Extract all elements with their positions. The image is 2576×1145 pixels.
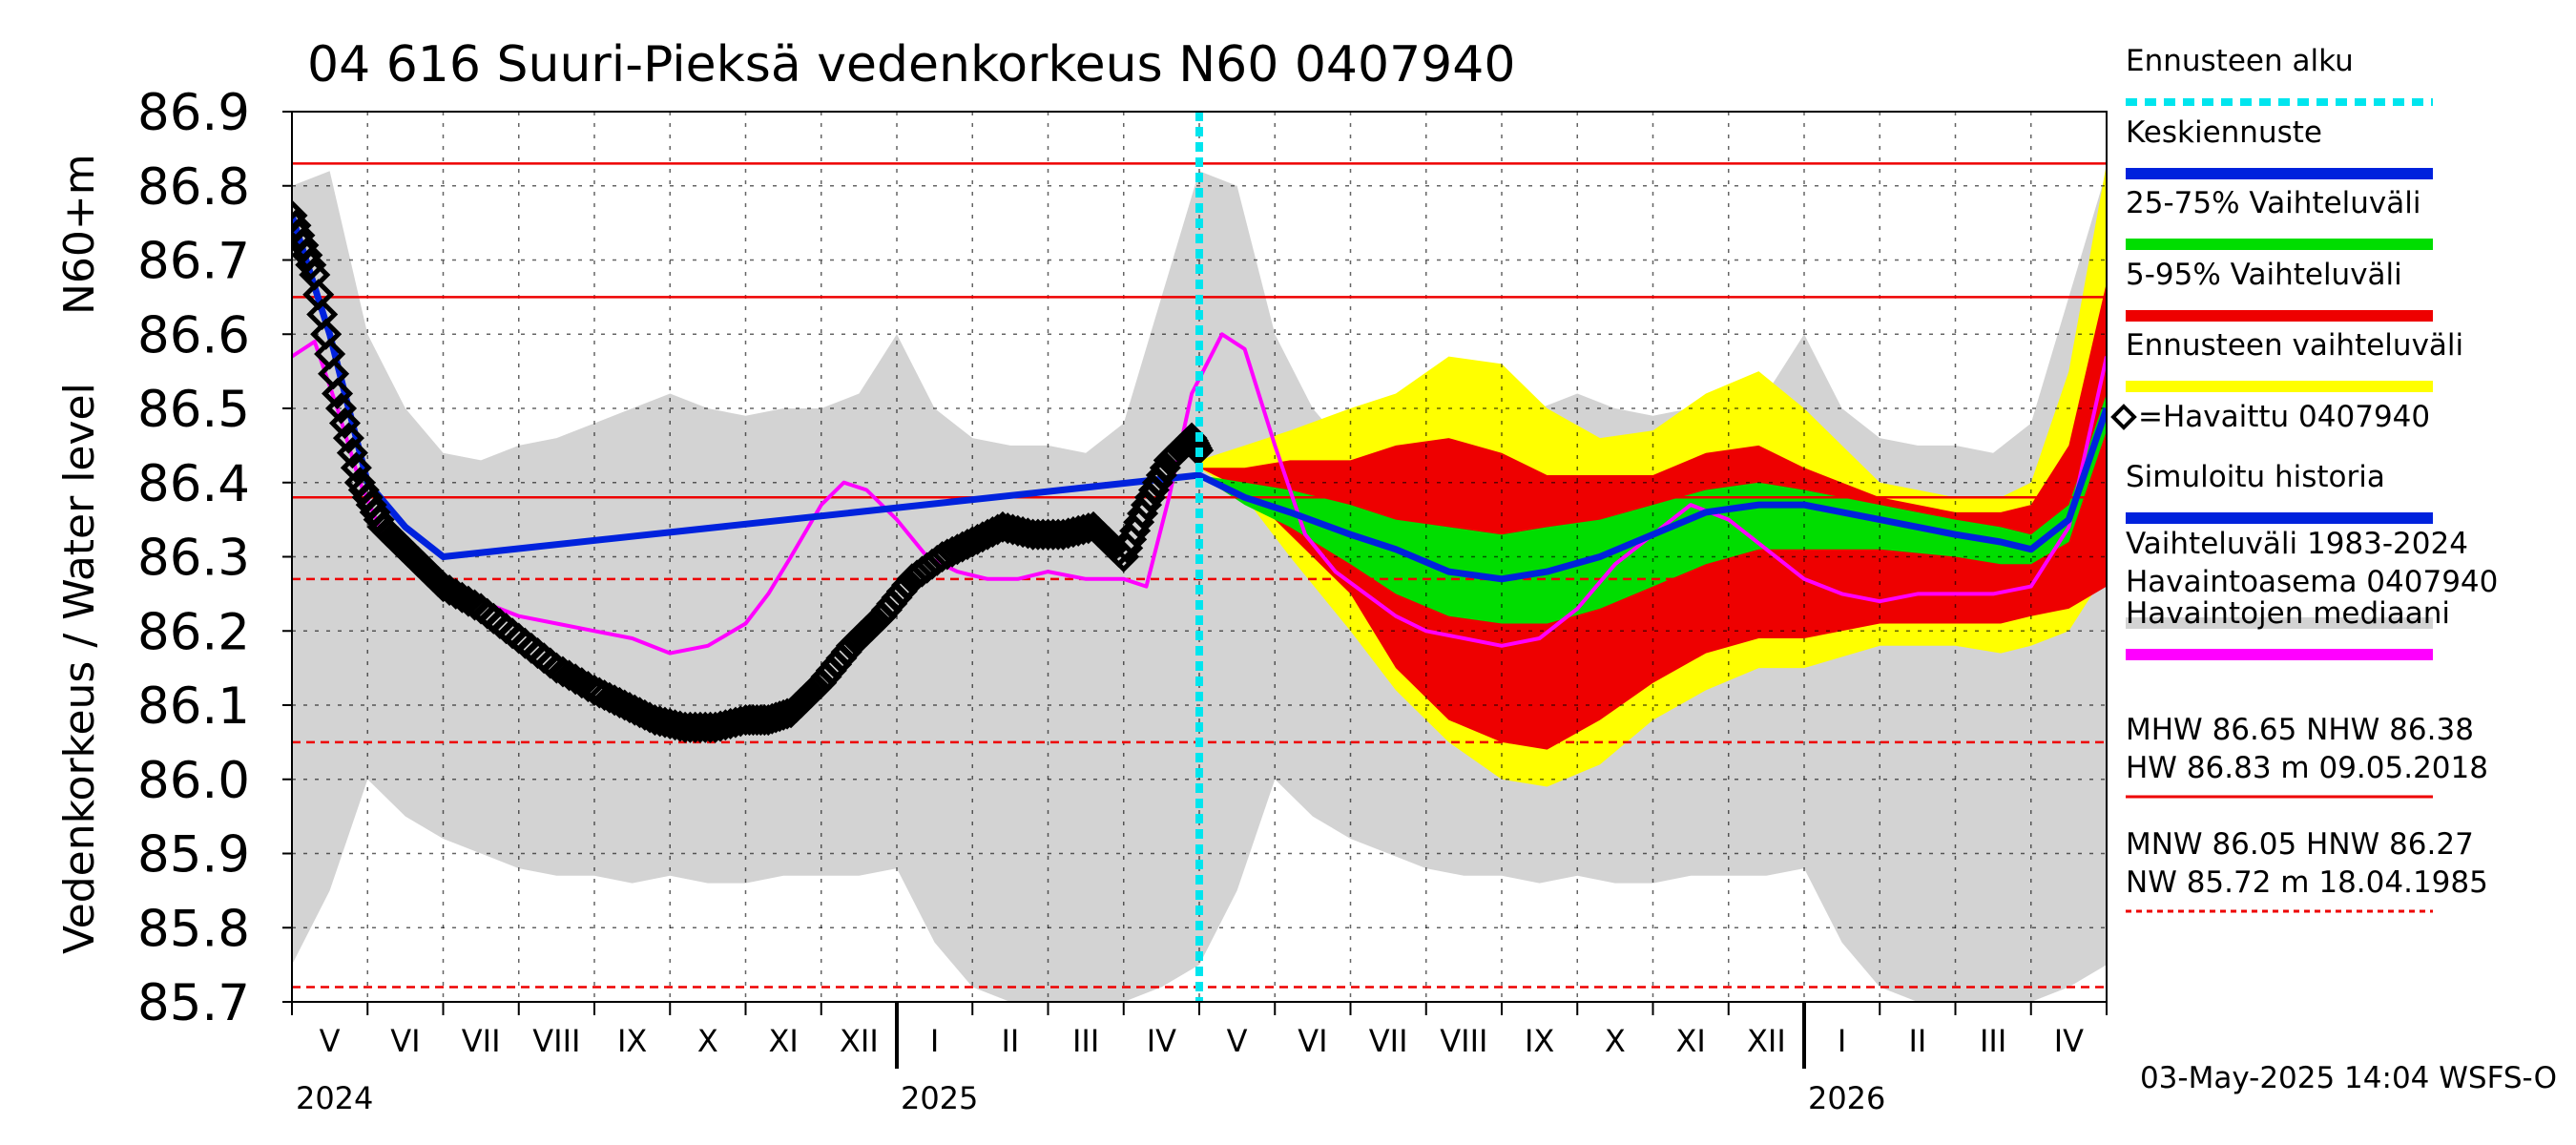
y-tick-label: 86.5 <box>137 381 250 439</box>
y-tick-label: 86.8 <box>137 158 250 217</box>
y-tick-label: 86.6 <box>137 306 250 364</box>
y-tick-label: 86.7 <box>137 233 250 291</box>
y-tick-label: 85.7 <box>137 974 250 1032</box>
month-label: XI <box>768 1023 798 1059</box>
month-label: III <box>1980 1023 2006 1059</box>
month-label: II <box>1908 1023 1926 1059</box>
y-axis-title: Vedenkorkeus / Water level N60+m <box>55 154 104 954</box>
year-label: 2025 <box>901 1080 978 1116</box>
legend-label-2: Havaintoasema 0407940 <box>2126 565 2498 599</box>
month-label: V <box>320 1023 341 1059</box>
legend-label: Simuloitu historia <box>2126 460 2385 494</box>
month-label: V <box>1227 1023 1248 1059</box>
chart-title: 04 616 Suuri-Pieksä vedenkorkeus N60 040… <box>307 36 1515 94</box>
plot-area <box>292 112 2107 1002</box>
month-label: III <box>1072 1023 1099 1059</box>
month-label: XII <box>840 1023 879 1059</box>
observed-point <box>328 407 362 440</box>
month-label: I <box>930 1023 939 1059</box>
observed-point <box>292 199 308 232</box>
axes: 86.9 86.8 86.7 86.6 86.5 86.4 86.3 86.2 86.1 86.0… <box>137 84 2108 1116</box>
year-label: 2026 <box>1808 1080 1885 1116</box>
legend-label: Havaintojen mediaani <box>2126 596 2450 631</box>
legend-label: 5-95% Vaihteluväli <box>2126 258 2402 292</box>
legend-observed-marker <box>2110 404 2137 430</box>
y-tick-label: 86.9 <box>137 84 250 142</box>
legend-label: Vaihteluväli 1983-2024 <box>2126 527 2468 561</box>
legend: Ennusteen alku Keskiennuste 25-75% Vaihtel… <box>2110 44 2498 913</box>
month-label: VII <box>1369 1023 1408 1059</box>
observed-point <box>322 377 354 409</box>
month-label: IX <box>1525 1023 1554 1059</box>
month-label: IX <box>617 1023 647 1059</box>
median-line <box>292 332 2107 656</box>
month-label: XI <box>1675 1023 1705 1059</box>
month-label: X <box>1605 1023 1626 1059</box>
month-label: VI <box>390 1023 420 1059</box>
month-label: VII <box>462 1023 501 1059</box>
y-axis-label: Vedenkorkeus / Water level <box>55 383 104 954</box>
legend-stats-line2: NW 85.72 m 18.04.1985 <box>2126 865 2488 900</box>
plot-content <box>292 112 2107 1002</box>
legend-label: Keskiennuste <box>2126 115 2322 150</box>
month-label: VI <box>1298 1023 1327 1059</box>
month-label: VIII <box>1440 1023 1487 1059</box>
month-label: IV <box>2054 1023 2084 1059</box>
mean-forecast-line <box>292 214 2107 583</box>
y-tick-label: 86.3 <box>137 530 250 588</box>
observed-point <box>1062 514 1094 547</box>
legend-label: 25-75% Vaihteluväli <box>2126 186 2421 220</box>
legend-label: =Havaittu 0407940 <box>2138 400 2430 434</box>
month-label: VIII <box>532 1023 580 1059</box>
y-tick-label: 85.9 <box>137 826 250 885</box>
observed-point <box>340 451 372 484</box>
observed-series <box>292 199 1215 743</box>
p25-75-band <box>1199 393 2107 624</box>
observed-point <box>363 504 395 536</box>
y-axis-unit: N60+m <box>55 154 104 315</box>
observed-point <box>324 392 358 425</box>
month-label: X <box>697 1023 718 1059</box>
observed-point <box>336 437 368 469</box>
month-label: II <box>1001 1023 1019 1059</box>
year-label: 2024 <box>296 1080 373 1116</box>
month-label: I <box>1838 1023 1846 1059</box>
y-tick-label: 86.4 <box>137 455 250 513</box>
legend-stats-line1: MHW 86.65 NHW 86.38 <box>2126 713 2474 747</box>
legend-label: Ennusteen vaihteluväli <box>2126 328 2463 363</box>
legend-label: Ennusteen alku <box>2126 44 2354 78</box>
y-tick-label: 85.8 <box>137 900 250 958</box>
observed-point <box>295 249 327 281</box>
observed-point <box>332 422 364 454</box>
y-tick-label: 86.0 <box>137 752 250 810</box>
legend-stats-line2: HW 86.83 m 09.05.2018 <box>2126 751 2488 785</box>
legend-stats-line1: MNW 86.05 HNW 86.27 <box>2126 827 2474 862</box>
footer-timestamp: 03-May-2025 14:04 WSFS-O <box>2140 1061 2557 1095</box>
y-tick-label: 86.2 <box>137 603 250 661</box>
month-label: XII <box>1747 1023 1786 1059</box>
y-tick-label: 86.1 <box>137 677 250 736</box>
month-label: IV <box>1147 1023 1176 1059</box>
